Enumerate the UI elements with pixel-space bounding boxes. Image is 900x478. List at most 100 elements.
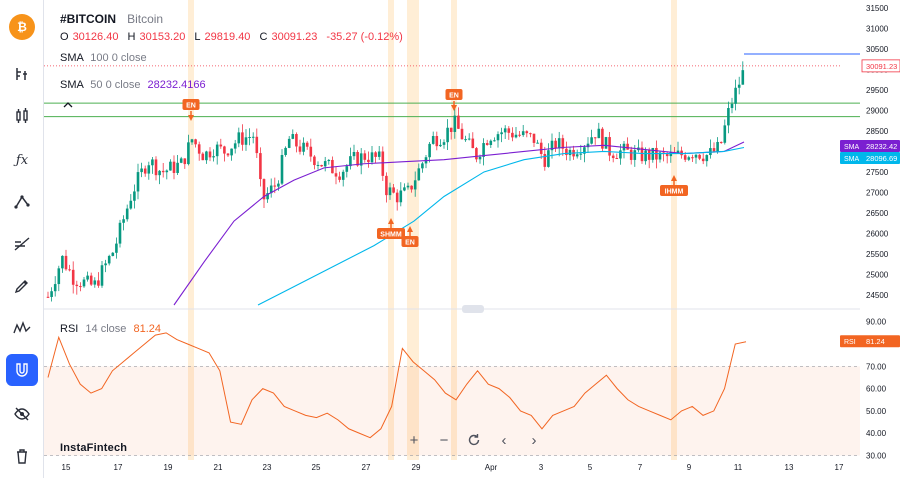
candle-body-100 bbox=[406, 185, 410, 188]
x-tick-11: 7 bbox=[638, 463, 643, 472]
candle-body-29 bbox=[151, 159, 154, 166]
candle-body-109 bbox=[439, 144, 442, 147]
candle-body-122 bbox=[485, 143, 489, 145]
zoom-out-button[interactable]: − bbox=[439, 431, 449, 449]
sma100-tag-label: SMA bbox=[844, 156, 860, 163]
candle-body-45 bbox=[208, 151, 212, 158]
signal-arrow-4 bbox=[671, 175, 677, 181]
candle-body-179 bbox=[691, 157, 694, 159]
candle-body-6 bbox=[68, 269, 71, 271]
candle-body-175 bbox=[676, 150, 680, 153]
candle-body-34 bbox=[169, 161, 172, 171]
candle-body-148 bbox=[579, 153, 583, 155]
candle-body-182 bbox=[701, 158, 705, 162]
candle-body-37 bbox=[179, 158, 183, 163]
fib-tool-icon[interactable] bbox=[6, 228, 38, 260]
candle-body-26 bbox=[140, 168, 143, 173]
candle-body-117 bbox=[467, 138, 471, 140]
candle-body-124 bbox=[493, 140, 496, 142]
x-tick-8: Apr bbox=[485, 463, 498, 472]
signal-label-4: IHMM bbox=[665, 189, 684, 196]
candle-body-181 bbox=[698, 154, 701, 159]
ohlc-legend: O 30126.40 H 30153.20 L 29819.40 C 30091.23 … bbox=[60, 31, 409, 43]
candles-icon[interactable] bbox=[6, 100, 38, 132]
candle-body-24 bbox=[133, 191, 136, 201]
candle-body-96 bbox=[392, 187, 395, 193]
signal-label-1: EN bbox=[449, 93, 459, 100]
candle-body-114 bbox=[457, 115, 460, 129]
candle-body-40 bbox=[190, 139, 194, 143]
drawing-line-icon[interactable] bbox=[6, 186, 38, 218]
candle-body-116 bbox=[464, 139, 467, 141]
svg-text:ƒx: ƒx bbox=[13, 153, 29, 168]
highlight-band-3 bbox=[413, 0, 419, 460]
candle-body-123 bbox=[489, 140, 493, 145]
patterns-icon[interactable] bbox=[6, 312, 38, 344]
candle-body-99 bbox=[403, 187, 406, 191]
candle-body-158 bbox=[615, 158, 619, 160]
candle-body-93 bbox=[381, 151, 385, 176]
candle-body-137 bbox=[539, 142, 543, 154]
candle-body-5 bbox=[64, 255, 68, 270]
magnet-icon[interactable] bbox=[6, 354, 38, 386]
candle-body-108 bbox=[435, 136, 439, 147]
price-tick-12: 30500 bbox=[866, 45, 889, 54]
chart-type-icon[interactable] bbox=[6, 58, 38, 90]
sma50-tag-bg bbox=[840, 140, 900, 152]
candle-body-61 bbox=[266, 193, 269, 200]
candle-body-190 bbox=[730, 103, 734, 109]
sma100-params: 100 0 close bbox=[90, 52, 147, 64]
candle-body-110 bbox=[442, 142, 446, 145]
rsi-tick-0: 30.00 bbox=[866, 452, 887, 461]
candle-body-33 bbox=[165, 170, 169, 173]
scroll-back-button[interactable]: ‹ bbox=[501, 431, 507, 449]
candle-body-0 bbox=[46, 296, 50, 298]
collapse-legend-icon[interactable] bbox=[62, 100, 74, 110]
candle-body-152 bbox=[593, 137, 597, 139]
scroll-forward-button[interactable]: › bbox=[531, 431, 537, 449]
candle-body-184 bbox=[709, 148, 712, 156]
candle-body-104 bbox=[421, 163, 424, 169]
price-tick-4: 26500 bbox=[866, 209, 889, 218]
signal-badge-1 bbox=[445, 89, 463, 100]
candle-body-139 bbox=[547, 150, 550, 167]
candle-body-16 bbox=[104, 263, 107, 266]
candle-body-192 bbox=[737, 84, 741, 88]
rsi-tick-1: 40.00 bbox=[866, 429, 887, 438]
x-tick-13: 11 bbox=[734, 463, 743, 472]
zoom-in-button[interactable]: + bbox=[409, 431, 419, 449]
trash-icon[interactable] bbox=[6, 440, 38, 472]
candle-body-113 bbox=[453, 115, 457, 132]
chart-canvas[interactable]: 2450025000255002600026500270002750028000… bbox=[44, 0, 900, 478]
candle-body-120 bbox=[478, 156, 482, 160]
candle-body-85 bbox=[352, 151, 356, 157]
reset-icon[interactable] bbox=[462, 428, 486, 452]
candle-body-188 bbox=[723, 125, 727, 143]
candle-body-142 bbox=[557, 138, 561, 149]
rsi-legend[interactable]: RSI 14 close 81.24 bbox=[60, 323, 161, 335]
candle-body-15 bbox=[100, 265, 104, 286]
candle-body-111 bbox=[446, 127, 449, 143]
candle-body-12 bbox=[89, 275, 93, 285]
signal-label-3: EN bbox=[405, 240, 415, 247]
candle-body-76 bbox=[320, 164, 323, 167]
candle-body-69 bbox=[295, 134, 298, 147]
chart-area[interactable]: 2450025000255002600026500270002750028000… bbox=[44, 0, 900, 478]
ohlc-change: -35.27 (-0.12%) bbox=[326, 31, 403, 43]
rsi-tick-6: 90.00 bbox=[866, 318, 887, 327]
candle-body-64 bbox=[277, 183, 280, 187]
indicators-icon[interactable]: ƒx bbox=[6, 144, 38, 176]
sma100-legend[interactable]: SMA 100 0 close bbox=[60, 52, 151, 64]
candle-body-17 bbox=[107, 255, 111, 264]
symbol-legend: #BITCOIN Bitcoin bbox=[60, 12, 163, 26]
candle-body-62 bbox=[269, 185, 273, 194]
candle-body-86 bbox=[356, 151, 359, 166]
hide-drawings-icon[interactable] bbox=[6, 398, 38, 430]
x-tick-15: 17 bbox=[835, 463, 844, 472]
brush-icon[interactable] bbox=[6, 270, 38, 302]
sma50-legend[interactable]: SMA 50 0 close 28232.4166 bbox=[60, 79, 206, 91]
candle-body-1 bbox=[50, 291, 53, 297]
x-tick-4: 23 bbox=[263, 463, 272, 472]
candle-body-159 bbox=[619, 150, 622, 159]
candle-body-153 bbox=[597, 128, 601, 139]
